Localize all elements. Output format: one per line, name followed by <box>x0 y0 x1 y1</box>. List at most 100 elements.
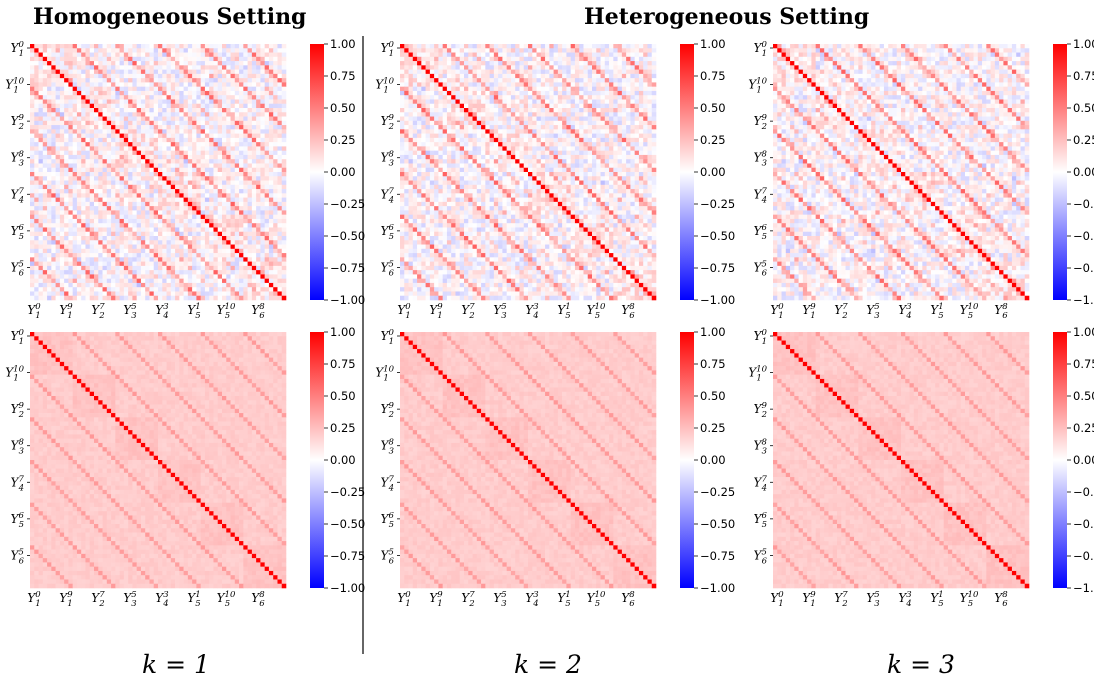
heatmap-cell <box>162 274 167 279</box>
heatmap-cell <box>601 104 606 109</box>
heatmap-cell <box>282 125 287 130</box>
heatmap-cell <box>77 270 82 275</box>
heatmap-cell <box>188 215 193 220</box>
heatmap-cell <box>39 74 44 79</box>
heatmap-cell <box>64 44 69 49</box>
heatmap-cell <box>554 125 559 130</box>
heatmap-cell <box>443 70 448 75</box>
heatmap-cell <box>107 185 112 190</box>
heatmap-cell <box>132 117 137 122</box>
heatmap-cell <box>451 65 456 70</box>
heatmap-cell <box>473 78 478 83</box>
heatmap-cell <box>635 112 640 117</box>
heatmap-cell <box>34 159 39 164</box>
heatmap-cell <box>184 193 189 198</box>
heatmap-cell <box>426 112 431 117</box>
heatmap-cell <box>34 163 39 168</box>
heatmap-cell <box>128 78 133 83</box>
heatmap-cell <box>498 121 503 126</box>
heatmap-cell <box>171 185 176 190</box>
heatmap-cell <box>184 202 189 207</box>
heatmap-cell <box>171 146 176 151</box>
heatmap-cell <box>532 108 537 113</box>
heatmap-cell <box>64 142 69 147</box>
heatmap-cell <box>273 291 278 296</box>
heatmap-cell <box>460 78 465 83</box>
heatmap-cell <box>226 296 231 301</box>
heatmap-cell <box>256 87 261 92</box>
heatmap-cell <box>98 155 103 160</box>
heatmap-cell <box>218 159 223 164</box>
heatmap-cell <box>162 296 167 301</box>
heatmap-cell <box>175 104 180 109</box>
heatmap-cell <box>120 61 125 66</box>
heatmap-cell <box>154 95 159 100</box>
heatmap-cell <box>68 121 73 126</box>
heatmap-cell <box>588 74 593 79</box>
heatmap-cell <box>56 219 61 224</box>
heatmap-cell <box>494 48 499 53</box>
heatmap-cell <box>120 266 125 271</box>
heatmap-cell <box>213 215 218 220</box>
heatmap-cell <box>226 198 231 203</box>
heatmap-cell <box>51 287 56 292</box>
heatmap-cell <box>111 215 116 220</box>
heatmap-cell <box>47 163 52 168</box>
heatmap-cell <box>609 129 614 134</box>
heatmap-cell <box>111 117 116 122</box>
heatmap-cell <box>485 99 490 104</box>
heatmap-cell <box>60 206 65 211</box>
heatmap-cell <box>128 262 133 267</box>
heatmap-cell <box>94 142 99 147</box>
heatmap-cell <box>205 287 210 292</box>
heatmap-cell <box>179 57 184 62</box>
heatmap-cell <box>481 134 486 139</box>
heatmap-cell <box>260 112 265 117</box>
heatmap-cell <box>90 206 95 211</box>
heatmap-cell <box>426 104 431 109</box>
heatmap-cell <box>579 57 584 62</box>
heatmap-cell <box>51 215 56 220</box>
heatmap-cell <box>507 44 512 49</box>
heatmap-cell <box>273 48 278 53</box>
heatmap-cell <box>282 198 287 203</box>
heatmap-cell <box>98 142 103 147</box>
heatmap-cell <box>188 163 193 168</box>
heatmap-cell <box>532 95 537 100</box>
heatmap-cell <box>162 202 167 207</box>
heatmap-cell <box>532 44 537 49</box>
heatmap-cell <box>209 227 214 232</box>
heatmap-cell <box>60 193 65 198</box>
heatmap-cell <box>248 151 253 156</box>
heatmap-cell <box>528 125 533 130</box>
heatmap-cell <box>51 181 56 186</box>
heatmap-cell <box>592 121 597 126</box>
heatmap-cell <box>56 193 61 198</box>
heatmap-cell <box>184 172 189 177</box>
heatmap-cell <box>111 87 116 92</box>
heatmap-cell <box>107 78 112 83</box>
heatmap-cell <box>56 125 61 130</box>
heatmap-cell <box>502 91 507 96</box>
heatmap-cell <box>167 245 172 250</box>
heatmap-cell <box>481 125 486 130</box>
heatmap-cell <box>145 236 150 241</box>
heatmap-cell <box>81 134 86 139</box>
heatmap-cell <box>56 274 61 279</box>
heatmap-cell <box>47 219 52 224</box>
heatmap-cell <box>222 104 227 109</box>
heatmap-cell <box>81 78 86 83</box>
heatmap-cell <box>485 53 490 58</box>
heatmap-cell <box>81 287 86 292</box>
heatmap-cell <box>196 44 201 49</box>
heatmap-cell <box>201 163 206 168</box>
heatmap-cell <box>94 193 99 198</box>
heatmap-cell <box>158 95 163 100</box>
heatmap-cell <box>124 287 129 292</box>
heatmap-cell <box>145 95 150 100</box>
heatmap-cell <box>252 181 257 186</box>
heatmap-cell <box>222 172 227 177</box>
heatmap-cell <box>643 104 648 109</box>
heatmap-cell <box>515 70 520 75</box>
heatmap-cell <box>85 125 90 130</box>
